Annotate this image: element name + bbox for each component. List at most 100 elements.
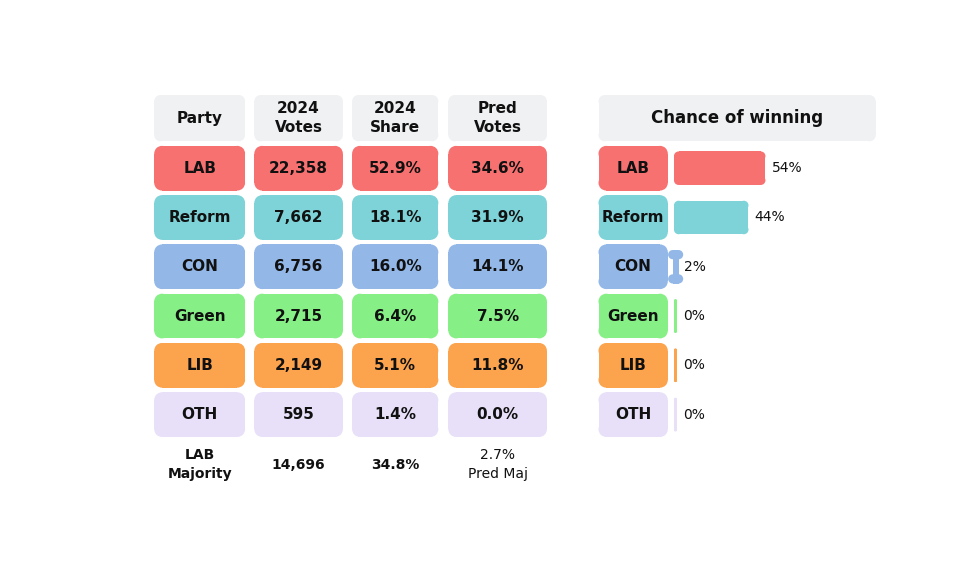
Circle shape (423, 274, 438, 289)
FancyBboxPatch shape (456, 392, 539, 437)
Bar (162, 343, 237, 387)
Circle shape (531, 224, 547, 240)
Circle shape (739, 225, 749, 234)
Circle shape (229, 294, 245, 309)
Circle shape (255, 195, 270, 211)
FancyBboxPatch shape (162, 245, 237, 289)
Bar (262, 343, 335, 387)
Circle shape (599, 294, 613, 309)
Circle shape (599, 224, 613, 240)
Circle shape (255, 245, 270, 260)
Circle shape (423, 195, 438, 211)
Bar (255, 351, 343, 380)
Circle shape (674, 176, 683, 185)
Bar (162, 245, 237, 289)
Circle shape (449, 195, 464, 211)
Circle shape (423, 421, 438, 437)
Circle shape (863, 95, 876, 107)
Bar (674, 350, 677, 381)
FancyBboxPatch shape (262, 146, 335, 191)
Circle shape (599, 373, 613, 387)
Text: 2,149: 2,149 (274, 358, 322, 373)
Circle shape (531, 392, 547, 408)
FancyBboxPatch shape (261, 95, 337, 141)
Circle shape (674, 250, 683, 259)
Circle shape (154, 224, 170, 240)
Bar (674, 156, 765, 180)
Bar (154, 101, 245, 135)
Circle shape (599, 95, 611, 107)
Bar (262, 294, 335, 339)
Circle shape (330, 95, 343, 107)
Circle shape (423, 373, 438, 387)
Circle shape (229, 175, 245, 191)
FancyBboxPatch shape (455, 95, 541, 141)
Bar (255, 203, 343, 232)
Bar (449, 154, 547, 183)
Circle shape (599, 175, 613, 191)
Circle shape (423, 323, 438, 339)
Circle shape (599, 421, 613, 437)
FancyBboxPatch shape (678, 201, 744, 234)
Bar (456, 392, 539, 437)
Circle shape (531, 343, 547, 358)
Bar (599, 154, 667, 183)
Circle shape (255, 224, 270, 240)
Bar (261, 95, 337, 141)
FancyBboxPatch shape (262, 392, 335, 437)
Circle shape (739, 201, 749, 210)
Bar (674, 301, 677, 331)
Circle shape (255, 343, 270, 358)
Circle shape (352, 294, 368, 309)
Circle shape (423, 245, 438, 260)
Text: 1.4%: 1.4% (374, 407, 416, 422)
Circle shape (229, 146, 245, 161)
Circle shape (154, 146, 170, 161)
Circle shape (229, 421, 245, 437)
Text: 0%: 0% (683, 408, 705, 422)
Text: 7.5%: 7.5% (476, 309, 518, 324)
Bar (352, 301, 438, 331)
Text: 2,715: 2,715 (274, 309, 322, 324)
FancyBboxPatch shape (262, 343, 335, 387)
Bar (154, 203, 245, 232)
Text: 16.0%: 16.0% (368, 259, 421, 274)
Bar (599, 400, 667, 429)
Circle shape (531, 421, 547, 437)
Text: 54%: 54% (771, 161, 803, 175)
Circle shape (674, 274, 683, 284)
Text: 0.0%: 0.0% (476, 407, 518, 422)
FancyBboxPatch shape (360, 294, 430, 339)
Text: 52.9%: 52.9% (368, 161, 421, 176)
Text: 2024
Votes: 2024 Votes (274, 102, 322, 135)
Circle shape (255, 274, 270, 289)
Text: 6.4%: 6.4% (374, 309, 416, 324)
FancyBboxPatch shape (262, 245, 335, 289)
Circle shape (674, 225, 683, 234)
Bar (352, 351, 438, 380)
Bar (154, 301, 245, 331)
Bar (255, 252, 343, 281)
Circle shape (154, 175, 170, 191)
Circle shape (352, 323, 368, 339)
Circle shape (449, 245, 464, 260)
Circle shape (449, 294, 464, 309)
Bar (162, 146, 237, 191)
Circle shape (653, 224, 667, 240)
FancyBboxPatch shape (360, 245, 430, 289)
Circle shape (674, 379, 677, 382)
FancyBboxPatch shape (360, 392, 430, 437)
FancyBboxPatch shape (456, 245, 539, 289)
Circle shape (653, 294, 667, 309)
Circle shape (449, 224, 464, 240)
Circle shape (154, 195, 170, 211)
Text: 0%: 0% (683, 358, 705, 373)
Circle shape (352, 129, 365, 141)
Circle shape (653, 343, 667, 358)
Circle shape (531, 245, 547, 260)
Bar (456, 343, 539, 387)
Circle shape (327, 175, 343, 191)
Bar (352, 203, 438, 232)
Circle shape (674, 428, 677, 431)
Bar (262, 146, 335, 191)
